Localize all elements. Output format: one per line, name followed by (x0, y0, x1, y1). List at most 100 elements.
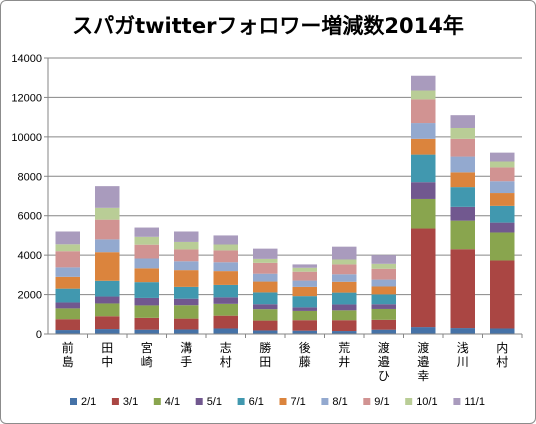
bar-segment (490, 167, 515, 182)
bar-segment (213, 284, 238, 298)
bar-segment (213, 235, 238, 245)
bar-segment (95, 280, 120, 297)
bar-segment (371, 329, 396, 334)
x-tick-label: 田中 (101, 341, 113, 369)
bar-segment (490, 260, 515, 329)
bar-segment (371, 304, 396, 309)
bar-segment (411, 75, 436, 91)
legend-swatch (405, 398, 413, 405)
bar-segment (174, 305, 199, 319)
bar-segment (411, 99, 436, 124)
bar-segment (134, 305, 159, 318)
legend-swatch (279, 398, 287, 405)
legend-item: 5/1 (195, 396, 222, 408)
bar-segment (450, 220, 475, 250)
legend-label: 3/1 (123, 396, 138, 408)
bar-segment (371, 263, 396, 269)
bar-segment (174, 286, 199, 299)
bar-segment (55, 276, 80, 289)
y-tick-label: 10000 (11, 132, 42, 144)
bar-segment (490, 328, 515, 334)
bar-segment (55, 244, 80, 252)
bar-segment (371, 294, 396, 305)
bar-segment (134, 329, 159, 334)
x-tick-label: 渡邉ひ (378, 340, 390, 383)
bar-segment (134, 258, 159, 269)
bar-segment (253, 292, 278, 305)
y-tick-label: 4000 (18, 250, 42, 262)
legend-swatch (321, 398, 329, 405)
bar-segment (490, 181, 515, 194)
bar-segment (174, 298, 199, 306)
legend-item: 3/1 (111, 396, 138, 408)
bar-segment (450, 206, 475, 221)
bar-segment (371, 308, 396, 320)
bar-segment (332, 292, 357, 305)
bar-segment (55, 302, 80, 309)
bar-segment (292, 310, 317, 321)
x-tick-label: 渡邉幸 (417, 340, 429, 383)
bar-segment (490, 152, 515, 162)
bar-segment (411, 198, 436, 229)
bar-segment (371, 268, 396, 280)
bar-segment (292, 267, 317, 272)
legend-swatch (111, 398, 119, 405)
legend-swatch (363, 398, 371, 405)
x-tick-label: 後藤 (299, 341, 311, 369)
y-tick-label: 0 (36, 329, 42, 341)
bar-segment (450, 127, 475, 139)
legend-item: 11/1 (453, 396, 485, 408)
bar-segment (95, 252, 120, 281)
bar-segment (292, 280, 317, 287)
bar-segment (55, 330, 80, 334)
bar-segment (213, 328, 238, 334)
bar-segment (411, 154, 436, 183)
bar-segment (95, 296, 120, 304)
bar-segment (490, 193, 515, 206)
bar-segment (371, 286, 396, 295)
bar-segment (292, 307, 317, 311)
bar-segment (292, 320, 317, 331)
bar-segment (134, 244, 159, 259)
bar-segment (411, 90, 436, 100)
bar-segment (174, 241, 199, 250)
bar-segment (292, 330, 317, 334)
x-tick-label: 前島 (62, 340, 74, 369)
bar-segment (95, 219, 120, 240)
legend-label: 9/1 (374, 396, 389, 408)
bar-segment (213, 303, 238, 316)
y-tick-label: 14000 (11, 53, 42, 65)
bar-segment (213, 315, 238, 329)
bar-segment (95, 316, 120, 330)
bar-segment (411, 138, 436, 155)
bar-segment (332, 259, 357, 265)
x-tick-label: 内村 (496, 341, 508, 369)
x-tick-label: 荒井 (338, 341, 350, 369)
bar-segment (55, 288, 80, 303)
bar-segment (134, 268, 159, 283)
bar-segment (332, 246, 357, 260)
legend-item: 7/1 (279, 396, 306, 408)
legend-label: 6/1 (249, 396, 264, 408)
bar-segment (134, 282, 159, 298)
bar-segment (490, 205, 515, 223)
x-tick-label: 宮崎 (141, 340, 153, 369)
bar-segment (490, 232, 515, 261)
legend-item: 6/1 (237, 396, 264, 408)
y-tick-label: 8000 (18, 171, 42, 183)
legend-swatch (453, 398, 461, 405)
chart-title: スパガtwitterフォロワー増減数2014年 (72, 14, 464, 38)
x-tick-label: 溝手 (180, 341, 192, 369)
legend-label: 11/1 (464, 396, 485, 408)
bar-segment (174, 231, 199, 242)
y-tick-label: 6000 (18, 211, 42, 223)
bar-segment (450, 156, 475, 173)
bar-segment (450, 249, 475, 329)
bar-segment (253, 304, 278, 310)
bar-segment (292, 296, 317, 308)
bar-segment (55, 231, 80, 245)
bar-segment (95, 239, 120, 253)
bar-segment (213, 250, 238, 263)
legend-label: 7/1 (291, 396, 306, 408)
